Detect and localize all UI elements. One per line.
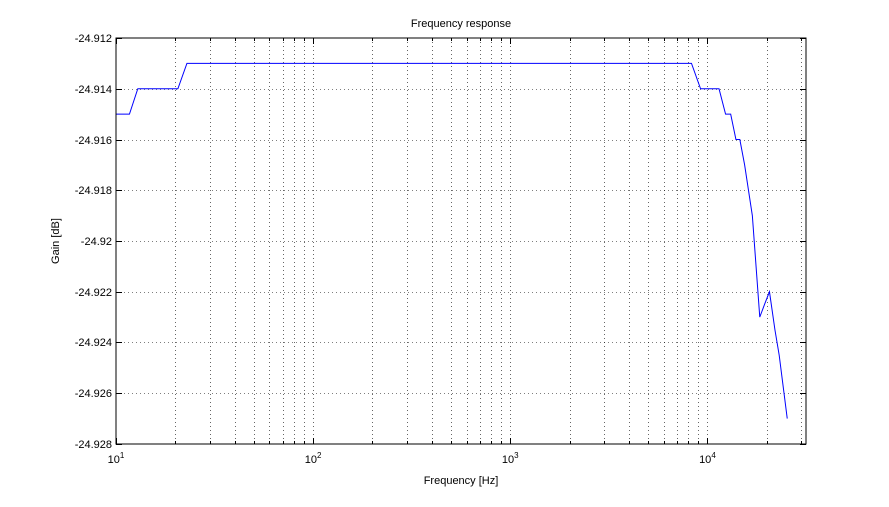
y-tick-label: -24.92 bbox=[81, 236, 112, 248]
x-tick-label: 102 bbox=[305, 451, 322, 466]
y-tick-label: -24.916 bbox=[75, 135, 112, 147]
y-axis-label: Gain [dB] bbox=[50, 218, 62, 264]
x-tick-label: 104 bbox=[699, 451, 716, 466]
y-tick-label: -24.914 bbox=[75, 84, 112, 96]
y-tick-label: -24.922 bbox=[75, 287, 112, 299]
tick-layer: -24.928 -24.926 -24.924 -24.922 -24.92 -24.91… bbox=[75, 33, 806, 466]
x-axis-label: Frequency [Hz] bbox=[424, 475, 499, 487]
y-tick-label: -24.928 bbox=[75, 439, 112, 451]
gain-series-line-0 bbox=[116, 62, 788, 419]
x-tick-label: 103 bbox=[502, 451, 519, 466]
series-layer bbox=[116, 62, 788, 419]
y-tick-label: -24.924 bbox=[75, 337, 112, 349]
chart-title: Frequency response bbox=[411, 18, 511, 30]
y-tick-label: -24.926 bbox=[75, 388, 112, 400]
y-tick-label: -24.912 bbox=[75, 33, 112, 45]
grid-layer bbox=[116, 38, 806, 444]
plot-frame bbox=[115, 37, 807, 445]
y-tick-label: -24.918 bbox=[75, 185, 112, 197]
x-tick-label: 101 bbox=[108, 451, 125, 466]
